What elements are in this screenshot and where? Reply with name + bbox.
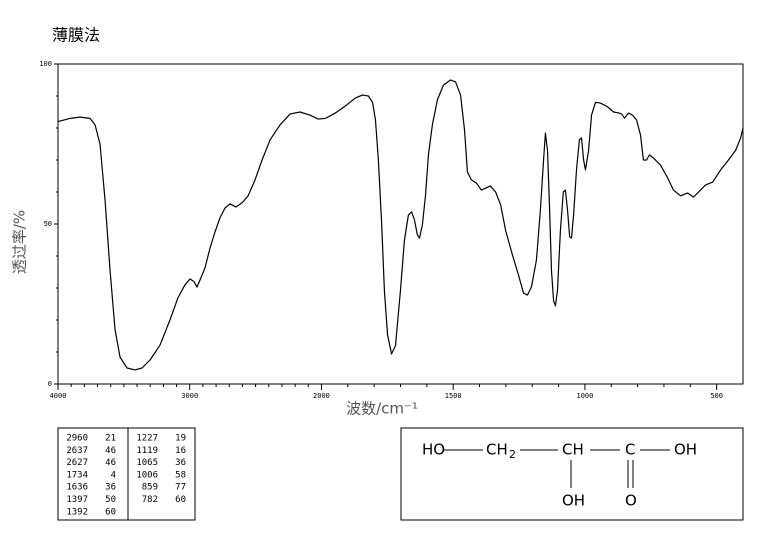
- atom: CH: [562, 441, 584, 459]
- peak-wavenumber: 859: [142, 483, 158, 493]
- peak-transmittance: 36: [175, 458, 186, 468]
- structure: HO CH 2 CH C OH OH O: [400, 427, 744, 521]
- y-tick-label: 0: [48, 380, 52, 388]
- y-tick-label: 50: [44, 220, 52, 228]
- peak-transmittance: 50: [105, 495, 116, 505]
- atom: HO: [422, 441, 445, 459]
- peak-transmittance: 58: [175, 470, 186, 480]
- atom: C: [625, 441, 635, 459]
- x-tick-label: 1500: [445, 392, 462, 400]
- peak-wavenumber: 2637: [66, 446, 88, 456]
- x-tick-label: 500: [710, 392, 723, 400]
- peak-wavenumber: 2960: [66, 434, 88, 444]
- atom: OH: [562, 492, 585, 510]
- peak-wavenumber: 1227: [136, 434, 158, 444]
- peak-wavenumber: 1392: [66, 507, 88, 517]
- peak-wavenumber: 1119: [136, 446, 158, 456]
- peak-transmittance: 46: [105, 458, 116, 468]
- atom: O: [625, 492, 637, 510]
- peak-transmittance: 19: [175, 434, 186, 444]
- peak-wavenumber: 1397: [66, 495, 88, 505]
- peak-wavenumber: 2627: [66, 458, 88, 468]
- peak-wavenumber: 1006: [136, 470, 158, 480]
- peak-transmittance: 21: [105, 434, 116, 444]
- x-tick-label: 2000: [313, 392, 330, 400]
- x-tick-label: 1000: [576, 392, 593, 400]
- x-tick-label: 4000: [50, 392, 67, 400]
- peak-transmittance: 60: [105, 507, 116, 517]
- peak-transmittance: 77: [175, 483, 186, 493]
- y-tick-label: 100: [39, 60, 52, 68]
- peak-wavenumber: 782: [142, 495, 158, 505]
- x-axis-label: 波数/cm⁻¹: [346, 400, 418, 418]
- chart-title: 薄膜法: [52, 26, 100, 45]
- structure-frame: [400, 427, 744, 521]
- x-tick-label: 3000: [181, 392, 198, 400]
- atom: CH: [486, 441, 508, 459]
- atom-subscript: 2: [509, 448, 516, 461]
- atom: OH: [674, 441, 697, 459]
- peak-transmittance: 16: [175, 446, 186, 456]
- table-frame: [57, 427, 196, 521]
- peak-wavenumber: 1734: [66, 470, 88, 480]
- peak-transmittance: 36: [105, 483, 116, 493]
- peak-transmittance: 46: [105, 446, 116, 456]
- peak-wavenumber: 1065: [136, 458, 158, 468]
- spectrum-line: [57, 79, 744, 371]
- peak-wavenumber: 1636: [66, 483, 88, 493]
- peak-transmittance: 60: [175, 495, 186, 505]
- y-axis-label: 透过率/%: [11, 210, 29, 274]
- peak-transmittance: 4: [111, 470, 116, 480]
